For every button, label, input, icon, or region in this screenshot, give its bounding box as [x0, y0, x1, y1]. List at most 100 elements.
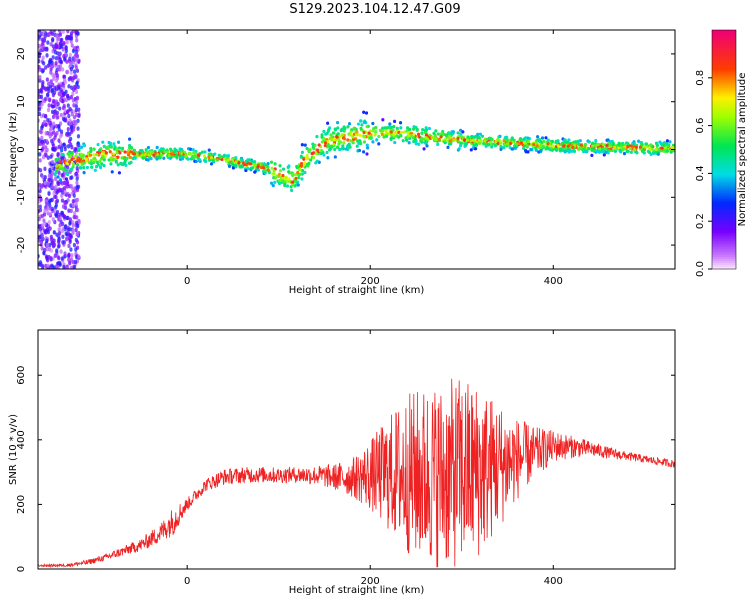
colorbar-segment	[712, 261, 736, 264]
spectrogram-point	[326, 121, 330, 125]
colorbar-segment	[712, 259, 736, 262]
spectrogram-point	[459, 143, 463, 148]
spectrogram-point	[77, 107, 81, 112]
spectrogram-point	[189, 157, 193, 161]
spectrogram-point	[39, 240, 43, 245]
spectrogram-point	[505, 138, 509, 142]
spectrogram-point	[611, 141, 615, 145]
spectrogram-point	[648, 147, 652, 151]
spectrogram-point	[56, 210, 60, 215]
spectrogram-point	[69, 247, 73, 252]
spectrogram-point	[52, 238, 56, 243]
spectrogram-point	[121, 146, 125, 150]
top-x-tick-label: 400	[544, 276, 563, 287]
spectrogram-point	[253, 170, 257, 174]
spectrogram-point	[54, 78, 59, 83]
spectrogram-point	[74, 237, 78, 243]
spectrogram-point	[75, 112, 79, 118]
spectrogram-point	[102, 164, 106, 168]
spectrogram-point	[600, 150, 604, 154]
spectrogram-point	[39, 67, 43, 73]
spectrogram-point	[58, 51, 62, 56]
spectrogram-point	[286, 184, 290, 188]
spectrogram-point	[198, 158, 202, 162]
spectrogram-point	[470, 139, 474, 143]
spectrogram-point	[38, 209, 41, 214]
spectrogram-point	[625, 144, 629, 149]
spectrogram-point	[69, 167, 73, 171]
spectrogram-point	[40, 233, 44, 238]
spectrogram-point	[275, 174, 279, 178]
spectrogram-point	[184, 153, 188, 158]
spectrogram-point	[62, 264, 66, 269]
spectrogram-point	[60, 173, 64, 178]
colorbar-segment	[712, 63, 736, 67]
spectrogram-point	[346, 138, 350, 142]
spectrogram-point	[556, 139, 560, 143]
spectrogram-point	[54, 146, 58, 151]
spectrogram-point	[79, 166, 83, 170]
spectrogram-point	[57, 144, 61, 150]
top-y-tick-label: 0	[16, 146, 27, 152]
spectrogram-point	[38, 107, 41, 112]
spectrogram-point	[39, 94, 44, 99]
spectrogram-point	[408, 127, 412, 132]
spectrogram-point	[66, 109, 70, 115]
colorbar-segment	[712, 89, 736, 93]
spectrogram-point	[459, 134, 463, 139]
spectrogram-point	[590, 147, 594, 151]
spectrogram-point	[38, 31, 41, 37]
spectrogram-point	[166, 150, 170, 154]
spectrogram-point	[546, 138, 550, 142]
spectrogram-point	[162, 156, 166, 160]
spectrogram-point	[499, 145, 503, 149]
spectrogram-point	[291, 182, 295, 187]
spectrogram-point	[60, 37, 64, 43]
spectrogram-point	[38, 101, 42, 107]
spectrogram-point	[67, 243, 71, 249]
spectrogram-point	[434, 129, 438, 133]
colorbar-segment	[712, 69, 736, 73]
spectrogram-point	[61, 240, 65, 245]
spectrogram-point	[69, 36, 74, 41]
spectrogram-point	[355, 130, 359, 134]
spectrogram-point	[63, 189, 67, 195]
spectrogram-point	[392, 133, 396, 137]
spectrogram-point	[336, 145, 340, 149]
spectrogram-point	[65, 69, 70, 75]
spectrogram-point	[57, 239, 61, 245]
spectrogram-point	[337, 137, 341, 141]
spectrogram-point	[58, 106, 62, 111]
spectrogram-point	[40, 135, 44, 141]
spectrogram-point	[181, 157, 185, 161]
spectrogram-point	[64, 182, 69, 187]
spectrogram-point	[56, 180, 60, 185]
spectrogram-point	[52, 98, 56, 104]
spectrogram-point	[64, 231, 68, 236]
spectrogram-point	[59, 249, 63, 254]
spectrogram-point	[64, 237, 69, 242]
spectrogram-point	[414, 125, 418, 130]
spectrogram-point	[47, 191, 51, 196]
spectrogram-point	[478, 132, 482, 136]
spectrogram-point	[619, 150, 623, 154]
spectrogram-point	[381, 126, 385, 130]
spectrogram-point	[237, 161, 241, 165]
spectrogram-point	[128, 146, 132, 150]
colorbar-segment	[712, 51, 736, 55]
spectrogram-point	[542, 139, 546, 144]
spectrogram-point	[47, 32, 51, 37]
spectrogram-point	[90, 165, 94, 169]
spectrogram-point	[169, 147, 173, 151]
spectrogram-point	[365, 143, 369, 147]
spectrogram-point	[365, 152, 369, 156]
spectrogram-point	[409, 134, 413, 138]
colorbar-segment	[712, 113, 736, 117]
spectrogram-point	[395, 134, 399, 138]
spectrogram-point	[55, 164, 59, 168]
spectrogram-point	[423, 130, 427, 135]
colorbar-segment	[712, 161, 736, 165]
spectrogram-point	[65, 39, 69, 45]
spectrogram-point	[66, 103, 70, 108]
